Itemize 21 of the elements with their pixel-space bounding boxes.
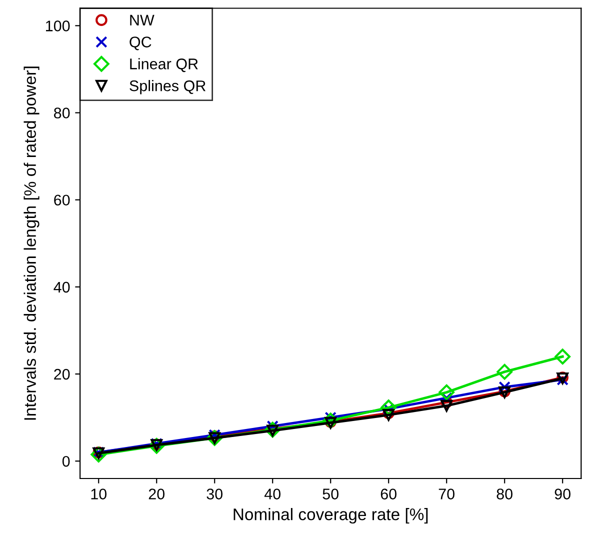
x-tick-label: 70 xyxy=(438,488,454,500)
x-tick-label: 50 xyxy=(322,488,338,500)
x-tick-label: 40 xyxy=(264,488,280,500)
y-tick-label: 100 xyxy=(46,20,70,32)
x-tick-label: 20 xyxy=(148,488,165,500)
y-tick-label: 20 xyxy=(54,368,70,380)
x-axis-title: Nominal coverage rate [%] xyxy=(234,508,428,524)
y-tick-label: 60 xyxy=(54,194,70,206)
legend-label: NW xyxy=(130,14,154,26)
x-tick-label: 30 xyxy=(206,488,223,500)
legend-label: Linear QR xyxy=(130,58,198,72)
x-tick-label: 80 xyxy=(496,488,512,500)
x-tick-label: 60 xyxy=(380,488,396,500)
x-tick-label: 90 xyxy=(554,488,570,500)
x-tick-label: 10 xyxy=(91,488,107,500)
y-tick-label: 40 xyxy=(54,282,70,293)
legend-label: QC xyxy=(130,36,152,50)
y-axis-title: Intervals std. deviation length [% of rated power] xyxy=(24,66,40,420)
y-tick-label: 80 xyxy=(54,108,70,118)
legend-label: Splines QR xyxy=(130,80,206,94)
y-tick-label: 0 xyxy=(62,456,70,467)
